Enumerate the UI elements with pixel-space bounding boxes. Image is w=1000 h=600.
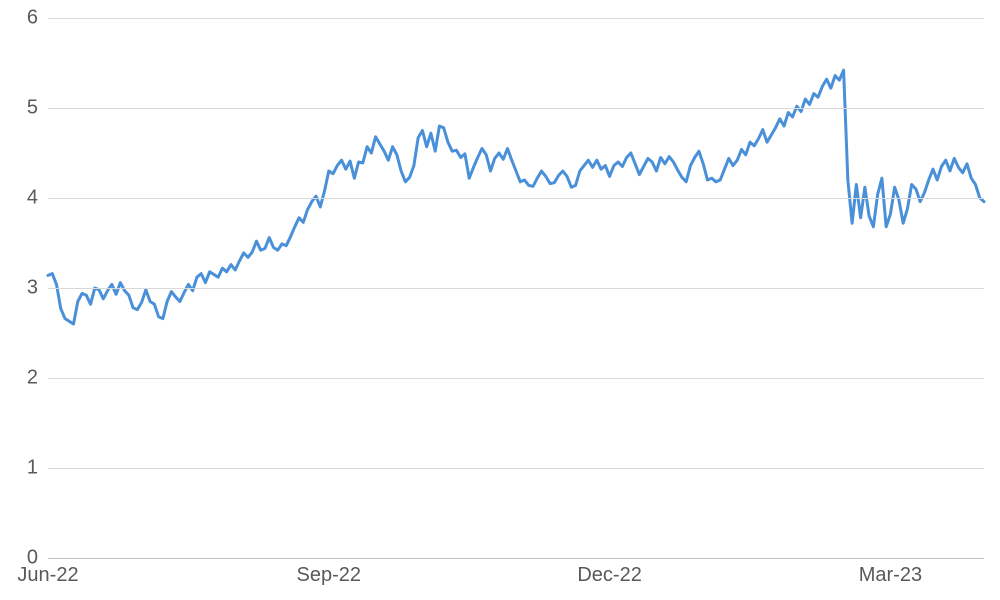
x-tick-label: Dec-22 [577, 564, 641, 587]
y-gridline [48, 378, 984, 379]
y-gridline [48, 18, 984, 19]
y-tick-label: 6 [0, 7, 38, 30]
y-gridline [48, 558, 984, 559]
x-tick-label: Mar-23 [859, 564, 922, 587]
plot-area [48, 18, 984, 558]
y-tick-label: 5 [0, 97, 38, 120]
y-gridline [48, 198, 984, 199]
y-tick-label: 4 [0, 187, 38, 210]
y-tick-label: 3 [0, 277, 38, 300]
line-chart: 0123456Jun-22Sep-22Dec-22Mar-23 [0, 0, 1000, 600]
y-tick-label: 2 [0, 367, 38, 390]
y-gridline [48, 108, 984, 109]
y-gridline [48, 288, 984, 289]
y-tick-label: 1 [0, 457, 38, 480]
x-tick-label: Sep-22 [297, 564, 362, 587]
y-gridline [48, 468, 984, 469]
x-tick-label: Jun-22 [17, 564, 78, 587]
